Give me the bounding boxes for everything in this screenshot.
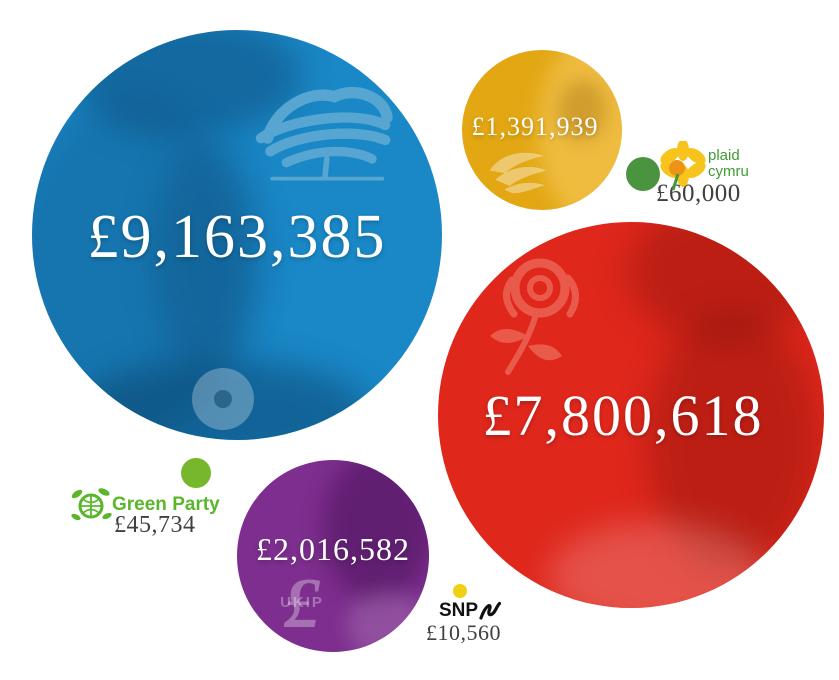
photo-overlay [72, 30, 302, 136]
plaid-cymru-amount: £60,000 [656, 180, 741, 207]
photo-overlay [347, 590, 427, 652]
green-party-amount: £45,734 [114, 512, 196, 538]
photo-overlay [152, 140, 262, 370]
snp-label: SNP [439, 600, 502, 622]
snp-bubble [453, 584, 467, 598]
photo-overlay [32, 100, 252, 440]
photo-overlay [538, 50, 622, 210]
snp-amount: £10,560 [426, 620, 501, 645]
libdem-bird-icon [489, 152, 547, 194]
libdem-bubble: £1,391,939 [462, 50, 622, 210]
conservative-bubble: £9,163,385 [32, 30, 442, 440]
ukip-logo: £ UKIP [267, 562, 337, 648]
green-party-globe-icon [71, 488, 112, 521]
photo-overlay [323, 460, 429, 602]
ukip-amount: £2,016,582 [256, 530, 410, 567]
green-party-bubble [181, 458, 211, 488]
snp-thistle-icon [479, 601, 502, 620]
poppy-center [214, 390, 232, 408]
plaid-cymru-bubble [626, 157, 660, 191]
daffodil-icon [660, 141, 706, 191]
photo-overlay [548, 522, 768, 608]
ukip-pound-glyph: £ [284, 563, 320, 643]
ukip-wordmark: UKIP [280, 594, 324, 611]
photo-overlay [558, 80, 606, 140]
photo-overlay [628, 222, 818, 342]
snp-label-text: SNP [439, 600, 479, 621]
libdem-amount: £1,391,939 [471, 112, 599, 141]
ukip-bubble: £ UKIP £2,016,582 [237, 460, 429, 652]
poppy-icon [192, 368, 254, 430]
labour-amount: £7,800,618 [482, 382, 764, 448]
labour-bubble: £7,800,618 [438, 222, 824, 608]
plaid-cymru-label: plaid cymru [708, 147, 749, 180]
photo-overlay [648, 312, 818, 572]
conservative-tree-icon [255, 86, 393, 181]
conservative-amount: £9,163,385 [87, 202, 387, 271]
labour-rose-icon [490, 258, 579, 375]
green-party-label: Green Party [112, 494, 220, 515]
